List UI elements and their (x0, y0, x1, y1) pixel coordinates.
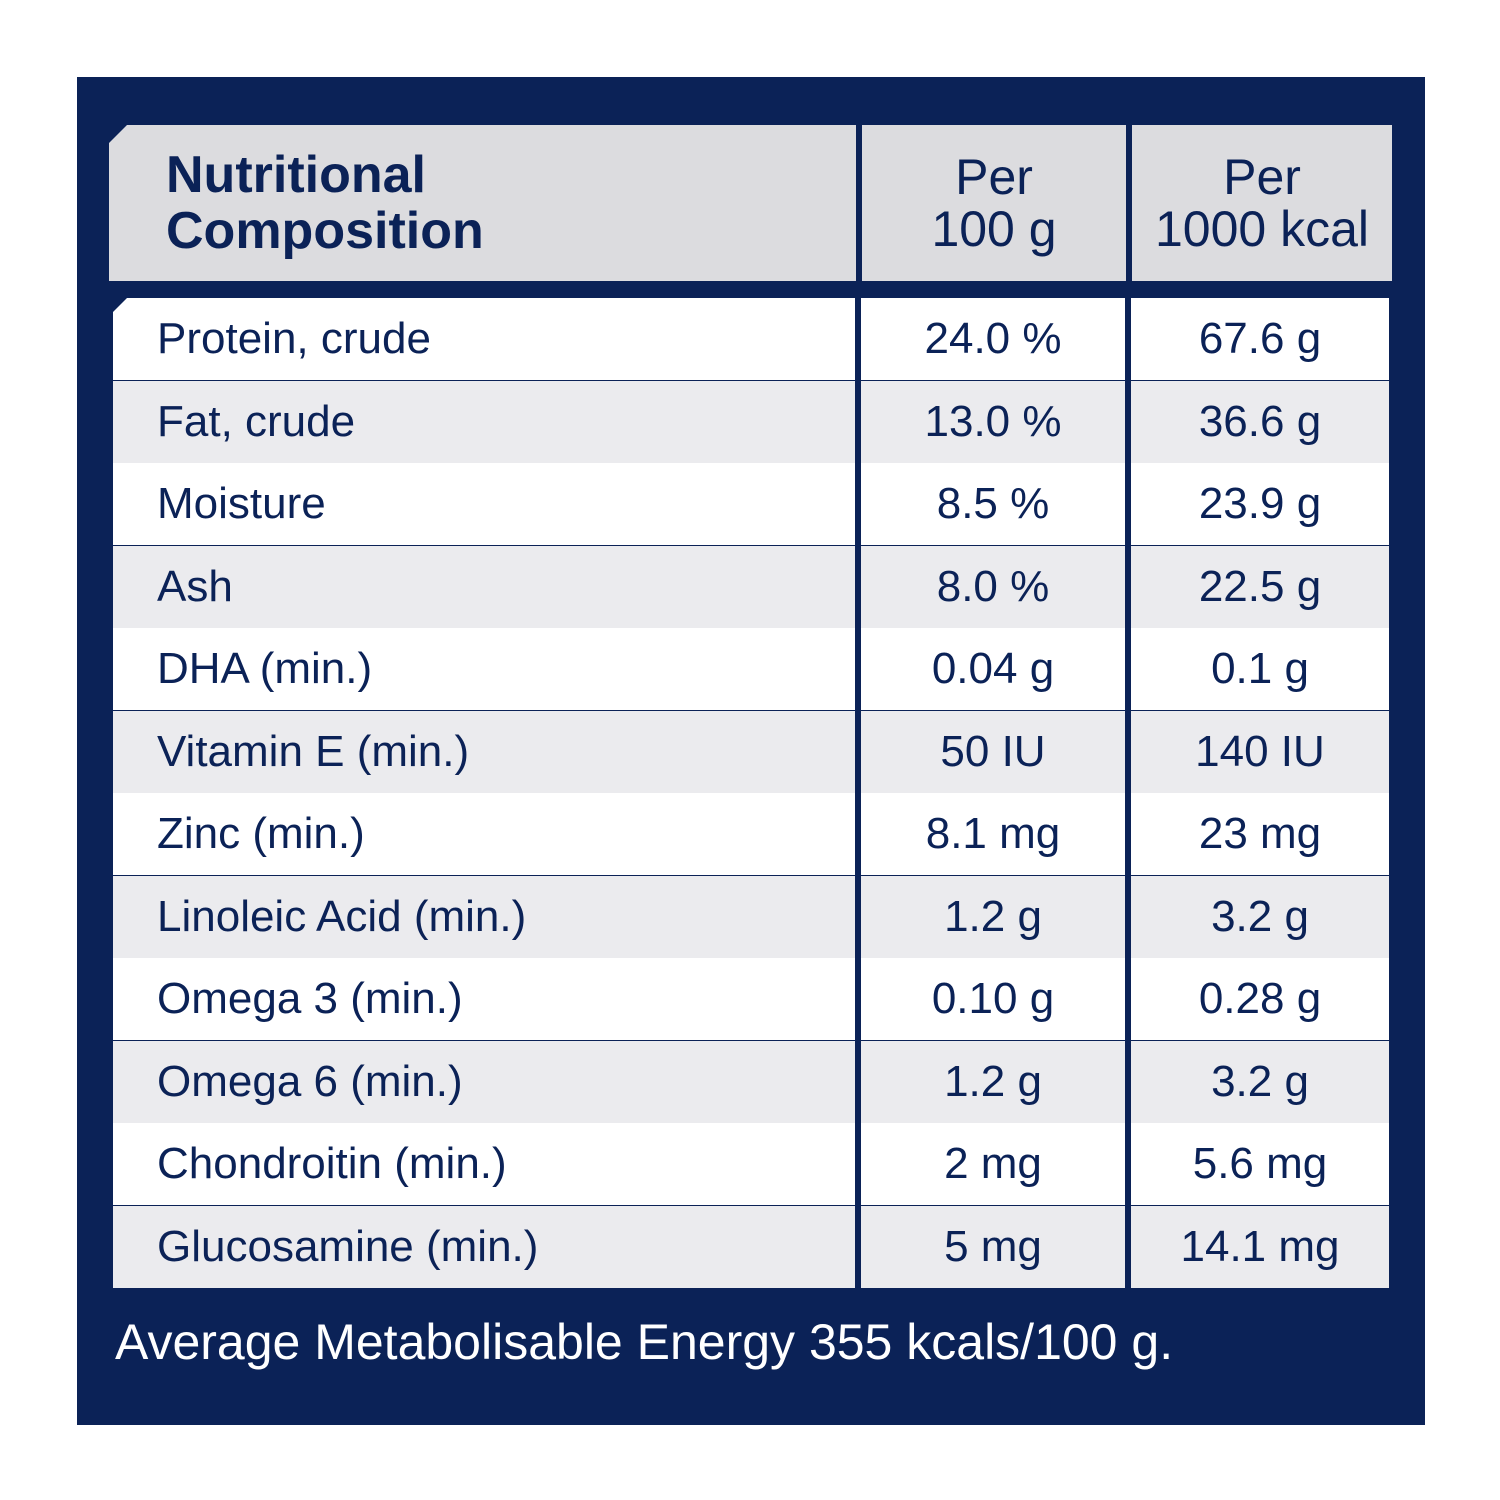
header-per-100g: Per 100 g (862, 125, 1126, 281)
row-value-per-1000kcal: 0.1 g (1131, 628, 1389, 710)
row-value-per-1000kcal: 36.6 g (1131, 380, 1389, 463)
row-value-per-100g: 1.2 g (861, 875, 1125, 958)
table-row: Omega 6 (min.) 1.2 g 3.2 g (113, 1040, 1389, 1123)
row-value-per-100g: 13.0 % (861, 380, 1125, 463)
row-value-per-1000kcal: 3.2 g (1131, 1040, 1389, 1123)
row-value-per-1000kcal: 22.5 g (1131, 545, 1389, 628)
row-label: Omega 6 (min.) (113, 1040, 855, 1123)
header-col2-line2: 100 g (931, 201, 1057, 257)
table-row: Zinc (min.) 8.1 mg 23 mg (113, 793, 1389, 875)
row-label: Ash (113, 545, 855, 628)
header-col3-line1: Per (1223, 149, 1301, 205)
row-value-per-100g: 8.1 mg (861, 793, 1125, 875)
row-label: Omega 3 (min.) (113, 958, 855, 1040)
row-value-per-100g: 1.2 g (861, 1040, 1125, 1123)
table-row: Moisture 8.5 % 23.9 g (113, 463, 1389, 545)
header-nutritional-composition: Nutritional Composition (109, 125, 856, 281)
header-col2-line1: Per (955, 149, 1033, 205)
row-label: Chondroitin (min.) (113, 1123, 855, 1205)
nutrition-panel: Nutritional Composition Per 100 g Per 10… (77, 77, 1425, 1425)
row-label: Fat, crude (113, 380, 855, 463)
row-value-per-100g: 8.0 % (861, 545, 1125, 628)
row-value-per-1000kcal: 5.6 mg (1131, 1123, 1389, 1205)
table-row: Ash 8.0 % 22.5 g (113, 545, 1389, 628)
header-col1-line2: Composition (166, 202, 484, 260)
row-label: Protein, crude (113, 298, 855, 380)
row-value-per-100g: 8.5 % (861, 463, 1125, 545)
table-row: Omega 3 (min.) 0.10 g 0.28 g (113, 958, 1389, 1040)
row-value-per-1000kcal: 23 mg (1131, 793, 1389, 875)
table-row: DHA (min.) 0.04 g 0.1 g (113, 628, 1389, 710)
table-row: Vitamin E (min.) 50 IU 140 IU (113, 710, 1389, 793)
header-per-1000kcal: Per 1000 kcal (1132, 125, 1392, 281)
table-row: Glucosamine (min.) 5 mg 14.1 mg (113, 1205, 1389, 1288)
row-value-per-1000kcal: 3.2 g (1131, 875, 1389, 958)
row-value-per-1000kcal: 140 IU (1131, 710, 1389, 793)
table-row: Protein, crude 24.0 % 67.6 g (113, 298, 1389, 380)
row-label: Moisture (113, 463, 855, 545)
row-label: Glucosamine (min.) (113, 1205, 855, 1288)
row-value-per-100g: 2 mg (861, 1123, 1125, 1205)
row-value-per-100g: 0.10 g (861, 958, 1125, 1040)
row-value-per-1000kcal: 14.1 mg (1131, 1205, 1389, 1288)
row-value-per-100g: 24.0 % (861, 298, 1125, 380)
row-value-per-100g: 50 IU (861, 710, 1125, 793)
row-value-per-1000kcal: 67.6 g (1131, 298, 1389, 380)
row-value-per-100g: 0.04 g (861, 628, 1125, 710)
row-label: Zinc (min.) (113, 793, 855, 875)
table-row: Fat, crude 13.0 % 36.6 g (113, 380, 1389, 463)
header-col3-line2: 1000 kcal (1154, 201, 1370, 257)
table-header: Nutritional Composition Per 100 g Per 10… (109, 125, 1392, 281)
row-value-per-1000kcal: 23.9 g (1131, 463, 1389, 545)
header-col1-line1: Nutritional (166, 146, 426, 204)
row-label: DHA (min.) (113, 628, 855, 710)
row-value-per-100g: 5 mg (861, 1205, 1125, 1288)
table-row: Chondroitin (min.) 2 mg 5.6 mg (113, 1123, 1389, 1205)
table-row: Linoleic Acid (min.) 1.2 g 3.2 g (113, 875, 1389, 958)
row-label: Vitamin E (min.) (113, 710, 855, 793)
row-label: Linoleic Acid (min.) (113, 875, 855, 958)
footer-energy-note: Average Metabolisable Energy 355 kcals/1… (115, 1314, 1174, 1370)
row-value-per-1000kcal: 0.28 g (1131, 958, 1389, 1040)
